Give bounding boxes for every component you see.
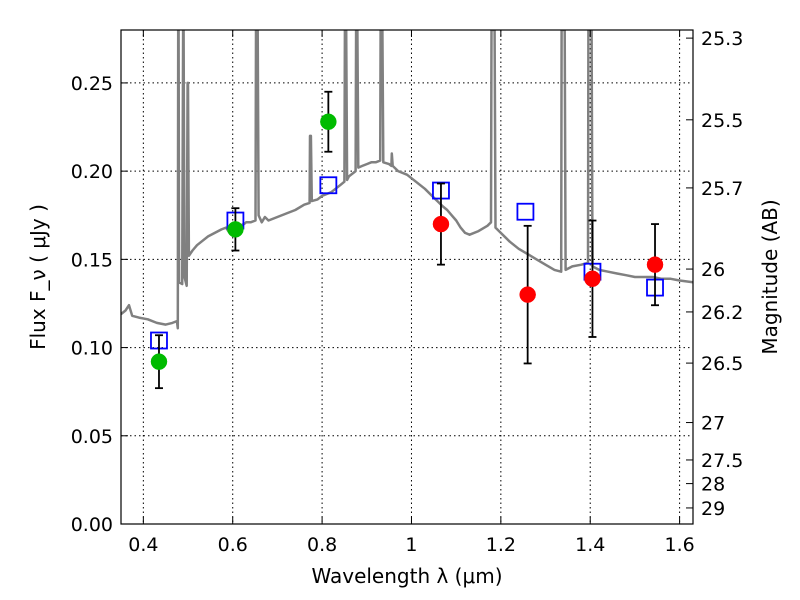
observed-flux-point-red: [432, 215, 450, 233]
magnitude-tick-label: 26.2: [701, 302, 743, 324]
x-tick-label: 1: [405, 534, 417, 556]
observed-flux-point-red: [646, 256, 664, 273]
magnitude-tick-label: 27.5: [701, 450, 743, 472]
y-tick-label: 0.15: [71, 249, 113, 271]
y-tick-label: 0.25: [71, 73, 113, 95]
y-tick-label: 0.00: [71, 514, 113, 536]
data-area: [121, 30, 693, 330]
x-tick-label: 1.2: [486, 534, 516, 556]
model-flux-box: [319, 176, 338, 195]
magnitude-tick-label: 29: [701, 498, 725, 520]
y-tick-label: 0.05: [71, 426, 113, 448]
axis-ticks: 0.4 0.6 0.8 1 1.2 1.4 1.6 0.00 0.05 0.10 0.15 0.20 0…: [71, 28, 744, 556]
sed-model-line: [121, 30, 693, 330]
magnitude-tick-label: 26.5: [701, 353, 743, 375]
x-axis-label: Wavelength λ (μm): [311, 564, 502, 588]
plot-background: [121, 30, 693, 524]
model-flux-box: [516, 202, 535, 221]
plot-frame: [120, 29, 694, 525]
magnitude-tick-label: 25.7: [701, 178, 743, 200]
observed-flux-point-red: [584, 270, 601, 288]
y-tick-label: 0.20: [71, 161, 113, 183]
observed-flux-point-green: [227, 221, 244, 238]
x-tick-label: 1.6: [664, 534, 694, 556]
x-tick-label: 0.8: [307, 534, 337, 556]
x-tick-label: 1.4: [575, 534, 605, 556]
markers: [150, 90, 664, 390]
y-tick-label: 0.10: [71, 338, 113, 360]
observed-flux-point-green: [320, 113, 337, 130]
magnitude-tick-label: 26: [701, 259, 725, 281]
y-axis-label: Flux F_ν ( μJy ): [26, 204, 50, 350]
magnitude-tick-label: 25.5: [701, 110, 743, 132]
magnitude-axis-label: Magnitude (AB): [758, 199, 782, 354]
observed-flux-point-red: [519, 286, 536, 303]
observed-flux-point-green: [150, 353, 168, 370]
x-tick-label: 0.6: [218, 534, 248, 556]
magnitude-tick-label: 27: [701, 413, 725, 435]
x-tick-label: 0.4: [128, 534, 158, 556]
magnitude-tick-label: 28: [701, 474, 725, 496]
magnitude-tick-label: 25.3: [701, 28, 743, 50]
